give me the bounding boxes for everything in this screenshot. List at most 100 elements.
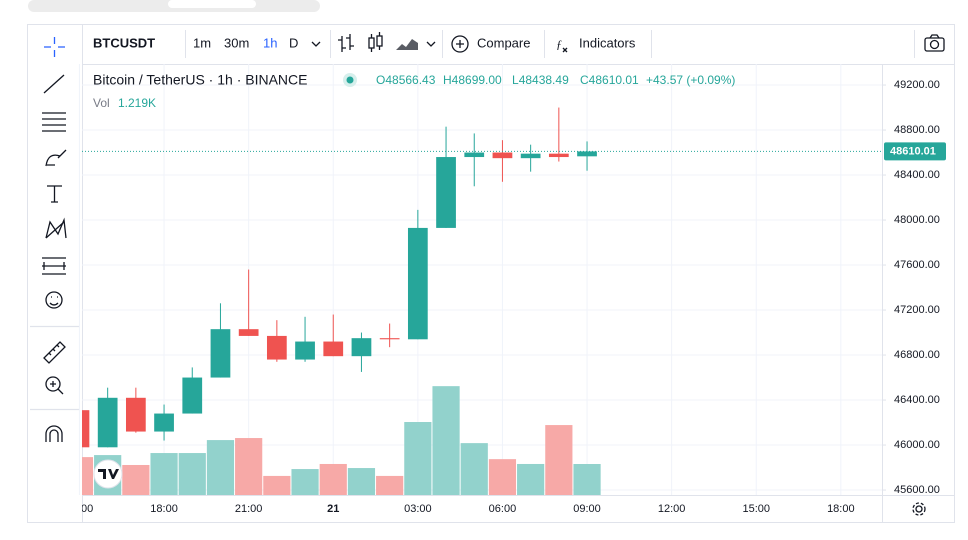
volume-bar — [404, 422, 432, 495]
symbol[interactable]: BTCUSDT — [93, 35, 155, 50]
crosshair-tool[interactable] — [44, 37, 65, 57]
y-tick-label: 48000.00 — [894, 214, 940, 226]
candle-body — [295, 341, 315, 360]
volume-bar — [291, 469, 319, 495]
volume-bar — [150, 453, 178, 495]
volume-bar — [178, 453, 206, 495]
widget-frame — [27, 24, 955, 523]
settings-button[interactable] — [912, 502, 926, 516]
chart-type-dropdown[interactable] — [426, 41, 436, 47]
volume-legend-value: 1.219K — [118, 96, 156, 110]
prediction-tool[interactable] — [42, 257, 66, 275]
x-tick-label: 09:00 — [573, 503, 601, 515]
volume-bar — [432, 386, 460, 495]
market-status-dot — [346, 76, 354, 84]
candle-body — [238, 329, 259, 336]
volume-bar — [488, 459, 517, 495]
icon-tool-face — [49, 296, 59, 306]
candle-body — [577, 151, 597, 157]
candle-body — [464, 152, 485, 158]
last-price-label: 48610.01 — [890, 145, 936, 157]
ohlc-letter: C — [580, 73, 589, 87]
indicators-button[interactable]: Indicators — [579, 35, 636, 50]
volume-bar — [460, 443, 488, 495]
candle-body — [97, 397, 118, 448]
toolbar-separators — [185, 30, 915, 58]
legend-title: Bitcoin / TetherUS · 1h · BINANCE — [93, 72, 307, 88]
brush-tool[interactable] — [45, 149, 67, 167]
volume-bar — [263, 475, 291, 495]
interval-button[interactable]: 1m — [193, 35, 211, 50]
y-tick-label: 46400.00 — [894, 394, 940, 406]
volume-bar — [319, 463, 347, 495]
volume-bar — [82, 457, 94, 495]
left-toolbar — [30, 37, 80, 442]
volume-bar — [206, 440, 235, 495]
candle-body — [492, 152, 513, 159]
fib-tool[interactable] — [42, 112, 66, 132]
y-tick-label: 46000.00 — [894, 439, 940, 451]
price-change: +43.57 (+0.09%) — [646, 73, 735, 87]
legend-values: O48566.43 H48699.00 L48438.49 C48610.01 +43.… — [118, 73, 735, 110]
candle-style-icon[interactable] — [368, 32, 383, 52]
candle-body — [210, 329, 231, 378]
y-tick-label: 46800.00 — [894, 349, 940, 361]
candle-body — [125, 397, 146, 432]
interval-button[interactable]: D — [289, 35, 298, 50]
pattern-tool[interactable] — [45, 217, 67, 239]
text-tool[interactable] — [47, 185, 62, 203]
x-tick-label: 06:00 — [489, 503, 517, 515]
price-axis: 45600.00 46000.00 46400.00 46800.00 47200.00… — [882, 79, 946, 496]
x-tick-label: 21 — [327, 503, 339, 515]
volume-bar — [545, 425, 573, 495]
indicators-icon-x — [562, 47, 568, 53]
last-price-badge — [884, 142, 946, 161]
x-tick-label: 21:00 — [235, 503, 263, 515]
y-tick-label: 47200.00 — [894, 304, 940, 316]
area-style-icon[interactable] — [396, 39, 418, 50]
x-tick-label: 12:00 — [658, 503, 686, 515]
ohlc-letter: L — [512, 73, 519, 87]
trend-line-tool[interactable] — [43, 74, 65, 94]
top-bar-tab — [168, 0, 256, 8]
candle-body — [436, 157, 456, 228]
bar-style-icon[interactable] — [338, 34, 354, 52]
interval-dropdown[interactable] — [311, 41, 321, 47]
snapshot-button[interactable] — [924, 34, 945, 52]
zoom-tool[interactable] — [45, 376, 61, 392]
x-tick-label: 18:00 — [827, 503, 855, 515]
x-tick-label: 15:00 — [742, 503, 770, 515]
ohlc-value: C48610.01 — [580, 73, 639, 87]
y-tick-label: 47600.00 — [894, 259, 940, 271]
time-axis: 15:00 18:00 21:00 21 03:00 06:00 09:00 12:00 15:… — [82, 503, 855, 515]
volume-legend-name: Vol — [93, 96, 110, 110]
interval-button[interactable]: 1h — [263, 35, 277, 50]
interval-button[interactable]: 30m — [224, 35, 249, 50]
candle-body — [407, 227, 428, 340]
indicators-icon: ƒ — [556, 37, 562, 51]
ohlc-letter: H — [443, 73, 452, 87]
candle-body — [548, 153, 569, 158]
ruler-tool[interactable] — [43, 341, 66, 364]
y-tick-label: 48800.00 — [894, 124, 940, 136]
ohlc-number: 48438.49 — [519, 73, 569, 87]
y-tick-label: 49200.00 — [894, 79, 940, 91]
ohlc-letter: O — [376, 73, 385, 87]
ohlc-number: 48699.00 — [452, 73, 502, 87]
ohlc-value: L48438.49 — [512, 73, 569, 87]
compare-button[interactable]: Compare — [477, 35, 530, 50]
candle-body — [82, 410, 90, 448]
ohlc-value: H48699.00 — [443, 73, 502, 87]
volume-bar — [517, 463, 545, 495]
y-tick-label: 45600.00 — [894, 484, 940, 496]
volume-bar — [573, 464, 601, 495]
x-tick-label: 18:00 — [150, 503, 178, 515]
icon-tool[interactable] — [45, 291, 63, 309]
compare-icon[interactable] — [451, 35, 469, 53]
magnet-tool[interactable] — [45, 425, 63, 442]
tv-logo — [93, 459, 123, 489]
candle-body — [323, 341, 344, 357]
candle-body — [520, 153, 541, 159]
